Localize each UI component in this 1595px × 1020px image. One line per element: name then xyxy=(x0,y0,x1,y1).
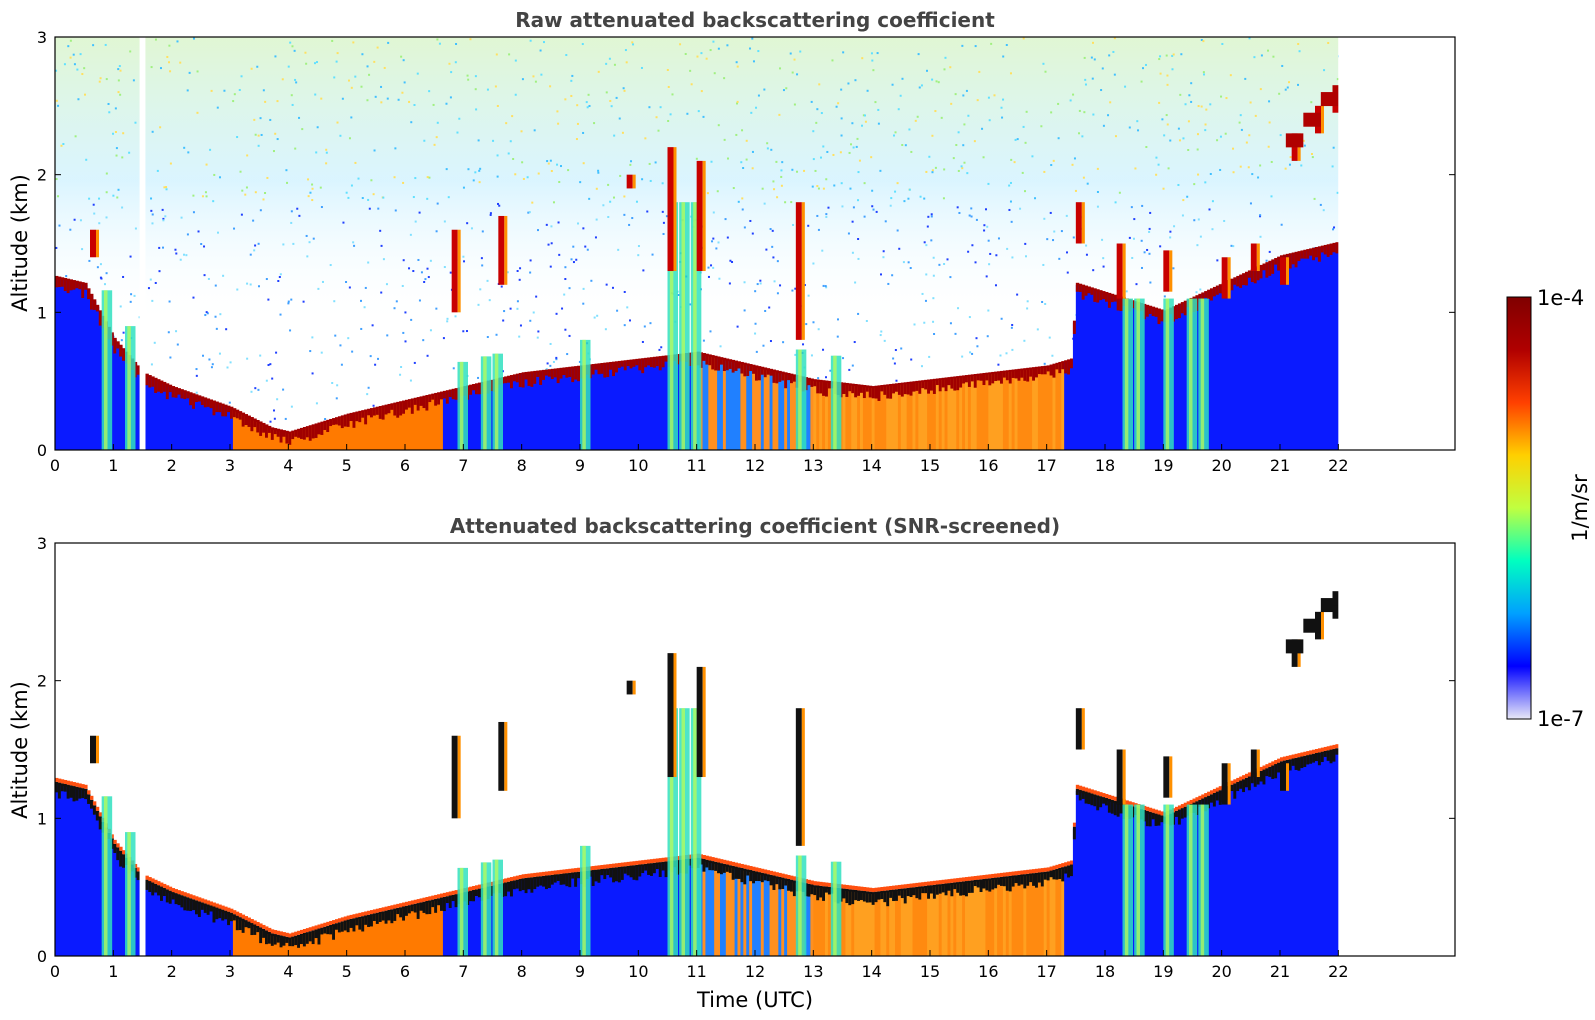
precip-streaks xyxy=(101,202,1209,450)
panel-screened: Attenuated backscattering coefficient (S… xyxy=(8,514,1456,1012)
x-tick-label: 5 xyxy=(342,962,352,981)
y-tick-label: 1 xyxy=(37,809,47,828)
x-tick-label: 3 xyxy=(225,962,235,981)
y-tick-label: 1 xyxy=(37,303,47,322)
x-tick-label: 14 xyxy=(861,962,881,981)
x-tick-label: 22 xyxy=(1328,962,1348,981)
x-tick-label: 20 xyxy=(1211,962,1231,981)
x-tick-label: 22 xyxy=(1328,456,1348,475)
x-tick-label: 16 xyxy=(978,456,998,475)
x-tick-label: 17 xyxy=(1036,962,1056,981)
data-gap xyxy=(139,543,146,956)
x-tick-label: 4 xyxy=(283,456,293,475)
x-tick-label: 2 xyxy=(167,962,177,981)
panel-screened-y-ticks: 0 1 2 3 xyxy=(37,534,1455,966)
colorbar-max-label: 1e-4 xyxy=(1537,286,1584,310)
x-tick-label: 10 xyxy=(628,456,648,475)
x-tick-label: 9 xyxy=(575,962,585,981)
x-tick-label: 7 xyxy=(458,456,468,475)
x-tick-label: 13 xyxy=(803,962,823,981)
panel-raw-heatmap xyxy=(55,37,1455,450)
x-tick-label: 10 xyxy=(628,962,648,981)
x-tick-label: 18 xyxy=(1095,456,1115,475)
x-tick-label: 12 xyxy=(745,456,765,475)
x-tick-label: 1 xyxy=(108,962,118,981)
x-tick-label: 18 xyxy=(1095,962,1115,981)
panel-raw-title: Raw attenuated backscattering coefficien… xyxy=(515,8,995,32)
x-tick-label: 2 xyxy=(167,456,177,475)
panel-screened-title: Attenuated backscattering coefficient (S… xyxy=(450,514,1060,538)
x-tick-label: 8 xyxy=(517,962,527,981)
noise-speckles xyxy=(55,37,1341,450)
x-tick-label: 5 xyxy=(342,456,352,475)
panel-raw-x-ticks: 0 1 2 3 4 5 6 7 8 9 10 11 12 13 14 15 16 17 18 19 20 21 22 xyxy=(50,444,1349,475)
panel-screened-heatmap xyxy=(55,543,1455,956)
no-data-region xyxy=(1338,37,1455,450)
x-tick-label: 21 xyxy=(1270,456,1290,475)
x-tick-label: 6 xyxy=(400,962,410,981)
x-tick-label: 19 xyxy=(1153,456,1173,475)
x-tick-label: 1 xyxy=(108,456,118,475)
panel-screened-xlabel: Time (UTC) xyxy=(696,988,813,1012)
panel-screened-x-ticks: 0 1 2 3 4 5 6 7 8 9 10 11 12 13 14 15 16 17 18 19 20 21 22 xyxy=(50,950,1349,981)
x-tick-label: 12 xyxy=(745,962,765,981)
x-tick-label: 8 xyxy=(517,456,527,475)
panel-raw-y-ticks: 0 1 2 3 xyxy=(37,28,1455,460)
x-tick-label: 0 xyxy=(50,456,60,475)
x-tick-label: 11 xyxy=(686,456,706,475)
x-tick-label: 13 xyxy=(803,456,823,475)
y-tick-label: 0 xyxy=(37,441,47,460)
panel-raw-ylabel: Altitude (km) xyxy=(8,174,32,312)
x-tick-label: 3 xyxy=(225,456,235,475)
x-tick-label: 20 xyxy=(1211,456,1231,475)
x-tick-label: 11 xyxy=(686,962,706,981)
colorbar-min-label: 1e-7 xyxy=(1537,707,1584,731)
x-tick-label: 4 xyxy=(283,962,293,981)
no-data-region xyxy=(1338,543,1455,956)
x-tick-label: 17 xyxy=(1036,456,1056,475)
panel-raw: Raw attenuated backscattering coefficien… xyxy=(8,8,1456,475)
colorbar-ramp xyxy=(1506,296,1532,720)
cloud-filaments xyxy=(90,85,1350,340)
y-tick-label: 2 xyxy=(37,672,47,691)
x-tick-label: 21 xyxy=(1270,962,1290,981)
colorbar-unit-label: 1/m/sr xyxy=(1568,474,1592,542)
x-tick-label: 15 xyxy=(920,962,940,981)
x-tick-label: 14 xyxy=(861,456,881,475)
y-tick-label: 2 xyxy=(37,166,47,185)
y-tick-label: 3 xyxy=(37,534,47,553)
x-tick-label: 15 xyxy=(920,456,940,475)
cloud-filaments xyxy=(90,591,1350,846)
x-tick-label: 0 xyxy=(50,962,60,981)
data-gap xyxy=(139,37,146,450)
x-tick-label: 19 xyxy=(1153,962,1173,981)
precip-streaks xyxy=(101,708,1209,956)
x-tick-label: 6 xyxy=(400,456,410,475)
y-tick-label: 0 xyxy=(37,947,47,966)
x-tick-label: 9 xyxy=(575,456,585,475)
x-tick-label: 7 xyxy=(458,962,468,981)
y-tick-label: 3 xyxy=(37,28,47,47)
x-tick-label: 16 xyxy=(978,962,998,981)
colorbar: 1e-4 1e-7 1/m/sr xyxy=(1506,286,1592,731)
panel-screened-ylabel: Altitude (km) xyxy=(8,681,32,819)
